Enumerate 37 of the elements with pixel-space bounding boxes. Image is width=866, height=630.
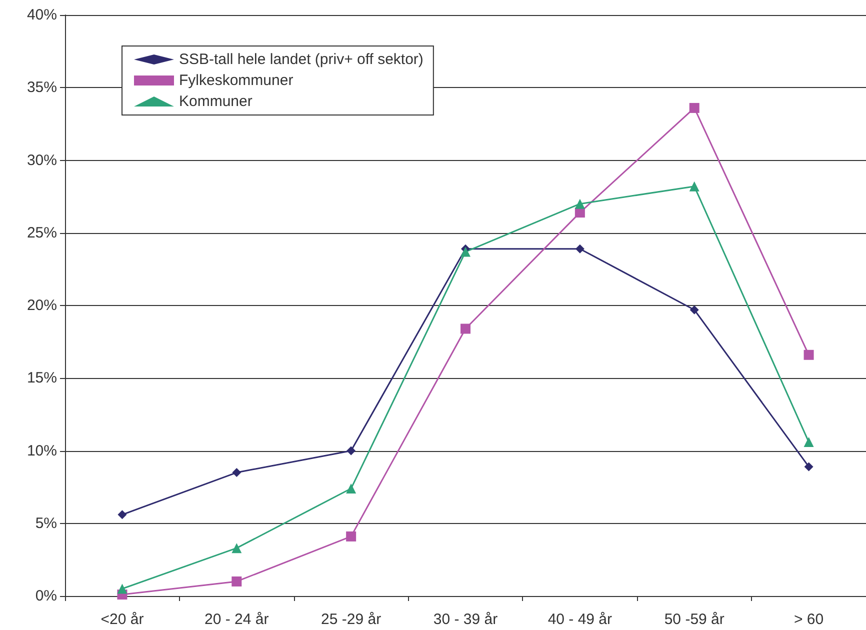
point (118, 510, 127, 520)
point (460, 246, 470, 257)
y-tick-label: 15% (26, 370, 57, 387)
x-tick-label: 50 -59 år (664, 611, 724, 628)
point (346, 446, 356, 456)
point (804, 437, 814, 448)
y-tick-label: 30% (26, 152, 57, 169)
point (232, 468, 242, 478)
point (689, 102, 700, 113)
y-tick-label: 20% (26, 297, 57, 314)
point (804, 350, 814, 360)
point (460, 324, 470, 334)
point (232, 543, 242, 554)
legend-label: Fylkeskommuner (179, 72, 294, 89)
point (574, 198, 585, 209)
x-tick-label: 40 - 49 år (548, 611, 612, 628)
y-tick-label: 35% (26, 79, 57, 96)
legend-label: SSB-tall hele landet (priv+ off sektor) (179, 51, 424, 68)
x-tick-label: 30 - 39 år (433, 611, 498, 628)
y-tick-label: 40% (26, 6, 57, 24)
x-tick-label: <20 år (100, 611, 144, 628)
point (117, 584, 128, 594)
x-tick-label: 25 -29 år (321, 611, 382, 628)
y-tick-label: 5% (35, 514, 57, 532)
y-tick-label: 25% (26, 224, 57, 242)
point (575, 244, 584, 254)
point (689, 181, 700, 192)
x-tick-label: 20 - 24 år (204, 611, 269, 628)
y-tick-label: 10% (26, 442, 57, 460)
x-tick-label: > 60 (794, 611, 824, 628)
point (690, 305, 699, 314)
point (804, 462, 814, 472)
point (346, 484, 356, 494)
legend-label: Kommuner (179, 93, 252, 110)
point (232, 576, 242, 586)
y-tick-label: 0% (35, 588, 57, 604)
point (346, 531, 356, 542)
